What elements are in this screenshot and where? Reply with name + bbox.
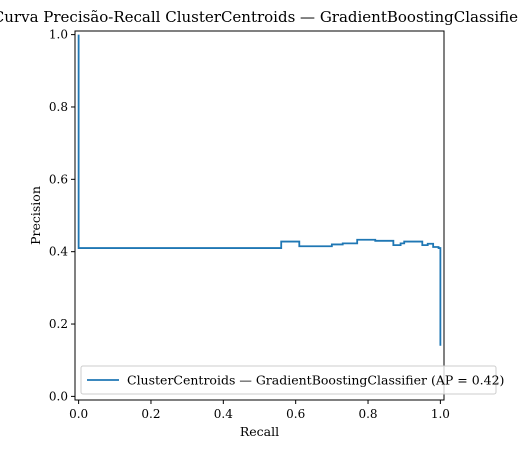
x-tick-label: 0.4 bbox=[214, 407, 233, 421]
x-tick-label: 0.0 bbox=[69, 407, 88, 421]
y-tick-label: 0.2 bbox=[49, 317, 68, 331]
x-tick-label: 0.6 bbox=[286, 407, 305, 421]
x-tick-label: 0.2 bbox=[141, 407, 160, 421]
legend-box bbox=[80, 365, 497, 395]
x-axis-ticks: 0.0 0.2 0.4 0.6 0.8 1.0 bbox=[69, 400, 450, 421]
y-axis-label: Precision bbox=[28, 186, 43, 245]
x-tick-label: 1.0 bbox=[431, 407, 450, 421]
chart-title: Curva Precisão-Recall ClusterCentroids —… bbox=[0, 8, 518, 26]
y-tick-label: 1.0 bbox=[49, 28, 68, 42]
y-tick-label: 0.8 bbox=[49, 100, 68, 114]
x-tick-label: 0.8 bbox=[358, 407, 377, 421]
y-tick-label: 0.4 bbox=[49, 245, 68, 259]
y-tick-label: 0.6 bbox=[49, 172, 68, 186]
y-tick-label: 0.0 bbox=[49, 389, 68, 403]
series-group bbox=[77, 34, 442, 346]
plot-area-frame bbox=[74, 30, 445, 401]
series-line bbox=[77, 34, 442, 346]
legend: ClusterCentroids — GradientBoostingClass… bbox=[80, 365, 504, 395]
y-axis-ticks: 0.0 0.2 0.4 0.6 0.8 1.0 bbox=[49, 28, 75, 403]
x-axis-label: Recall bbox=[240, 424, 279, 439]
legend-label: ClusterCentroids — GradientBoostingClass… bbox=[127, 373, 504, 388]
